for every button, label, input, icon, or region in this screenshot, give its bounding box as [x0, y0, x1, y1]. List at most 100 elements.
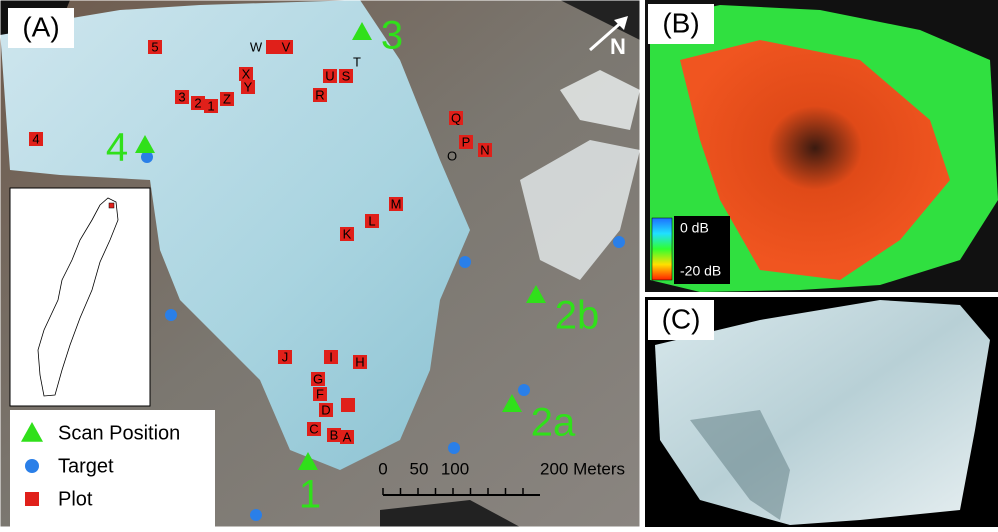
scan-position-marker: [502, 394, 522, 412]
scale-bar-label: 200 Meters: [540, 459, 625, 478]
scan-position-label: 3: [381, 14, 403, 58]
scan-position-label: 2a: [531, 401, 576, 445]
plot-label: K: [343, 226, 352, 241]
plot-label: 4: [32, 131, 39, 146]
plot-marker: [279, 40, 293, 54]
plot-marker: [324, 350, 338, 364]
target-marker: [518, 384, 530, 396]
plot-label: S: [342, 68, 351, 83]
target-marker: [165, 309, 177, 321]
panel-label: (A): [22, 11, 59, 42]
plot-label: Y: [244, 79, 253, 94]
plot-marker: [241, 80, 255, 94]
plot-label: G: [313, 371, 323, 386]
legend-label: Scan Position: [58, 422, 180, 444]
plot-marker: [340, 430, 354, 444]
colorbar-label: -20 dB: [680, 263, 721, 279]
plot-marker: [175, 90, 189, 104]
plot-label: M: [391, 196, 402, 211]
plot-marker: [340, 227, 354, 241]
plot-label: Q: [451, 110, 461, 125]
plot-marker: [191, 96, 205, 110]
scale-bar-label: 100: [441, 459, 469, 478]
plot-label: L: [368, 213, 375, 228]
plot-label: X: [242, 66, 251, 81]
scan-position-marker: [352, 22, 372, 40]
legend-label: Plot: [58, 488, 93, 510]
plot-marker: [220, 92, 234, 106]
plot-label: W: [250, 39, 263, 54]
plot-marker: [266, 40, 280, 54]
target-marker: [459, 256, 471, 268]
plot-marker: [311, 372, 325, 386]
plot-marker: [239, 67, 253, 81]
legend-icon: [21, 422, 43, 442]
plot-marker: [307, 422, 321, 436]
plot-label: 1: [207, 98, 214, 113]
plot-label: I: [329, 349, 333, 364]
plot-label: A: [343, 429, 352, 444]
plot-marker: [313, 387, 327, 401]
plot-label: J: [282, 349, 289, 364]
plot-marker: [341, 398, 355, 412]
plot-marker: [313, 88, 327, 102]
plot-label: B: [330, 427, 339, 442]
plot-marker: [148, 40, 162, 54]
legend-box: [10, 410, 215, 527]
colorbar-label: 0 dB: [680, 220, 709, 236]
scan-position-label: 2b: [555, 294, 600, 338]
target-marker: [141, 151, 153, 163]
plot-marker: [278, 350, 292, 364]
panel-label: (C): [662, 303, 701, 334]
plot-label: R: [315, 87, 324, 102]
legend-icon: [25, 459, 39, 473]
scale-bar-label: 0: [378, 459, 387, 478]
panel-label-box: [648, 300, 714, 340]
north-arrow: [589, 18, 625, 52]
target-marker: [613, 236, 625, 248]
scan-position-label: 4: [106, 126, 128, 170]
plot-marker: [449, 111, 463, 125]
plot-label: H: [355, 354, 364, 369]
panel-label-box: [648, 4, 714, 44]
plot-marker: [327, 428, 341, 442]
plot-label: D: [321, 402, 330, 417]
plot-label: C: [309, 421, 318, 436]
plot-marker: [365, 214, 379, 228]
target-marker: [250, 509, 262, 521]
plot-label: N: [480, 142, 489, 157]
plot-marker: [29, 132, 43, 146]
plot-label: 5: [151, 39, 158, 54]
plot-marker: [478, 143, 492, 157]
plot-label: 2: [194, 95, 201, 110]
plot-label: P: [462, 134, 471, 149]
plot-marker: [323, 69, 337, 83]
legend-icon: [25, 492, 39, 506]
plot-label: T: [353, 54, 361, 69]
plot-marker: [389, 197, 403, 211]
scale-bar-label: 50: [410, 459, 429, 478]
scan-position-marker: [526, 285, 546, 303]
plot-marker: [459, 135, 473, 149]
plot-label: O: [447, 148, 457, 163]
colorbar: [651, 217, 673, 281]
north-label: N: [610, 34, 626, 59]
plot-label: 3: [178, 89, 185, 104]
panel-label: (B): [662, 7, 699, 38]
legend-label: Target: [58, 455, 114, 477]
plot-marker: [319, 403, 333, 417]
panel-label-box: [8, 8, 74, 48]
plot-label: U: [325, 68, 334, 83]
plot-marker: [339, 69, 353, 83]
scan-position-marker: [298, 452, 318, 470]
plot-marker: [353, 355, 367, 369]
plot-marker: [204, 99, 218, 113]
inset-map: [9, 187, 151, 407]
north-arrow-head: [614, 16, 628, 30]
scan-position-label: 1: [299, 473, 321, 517]
target-marker: [448, 442, 460, 454]
plot-label: V: [282, 39, 291, 54]
plot-label: F: [316, 386, 324, 401]
plot-label: Z: [223, 91, 231, 106]
